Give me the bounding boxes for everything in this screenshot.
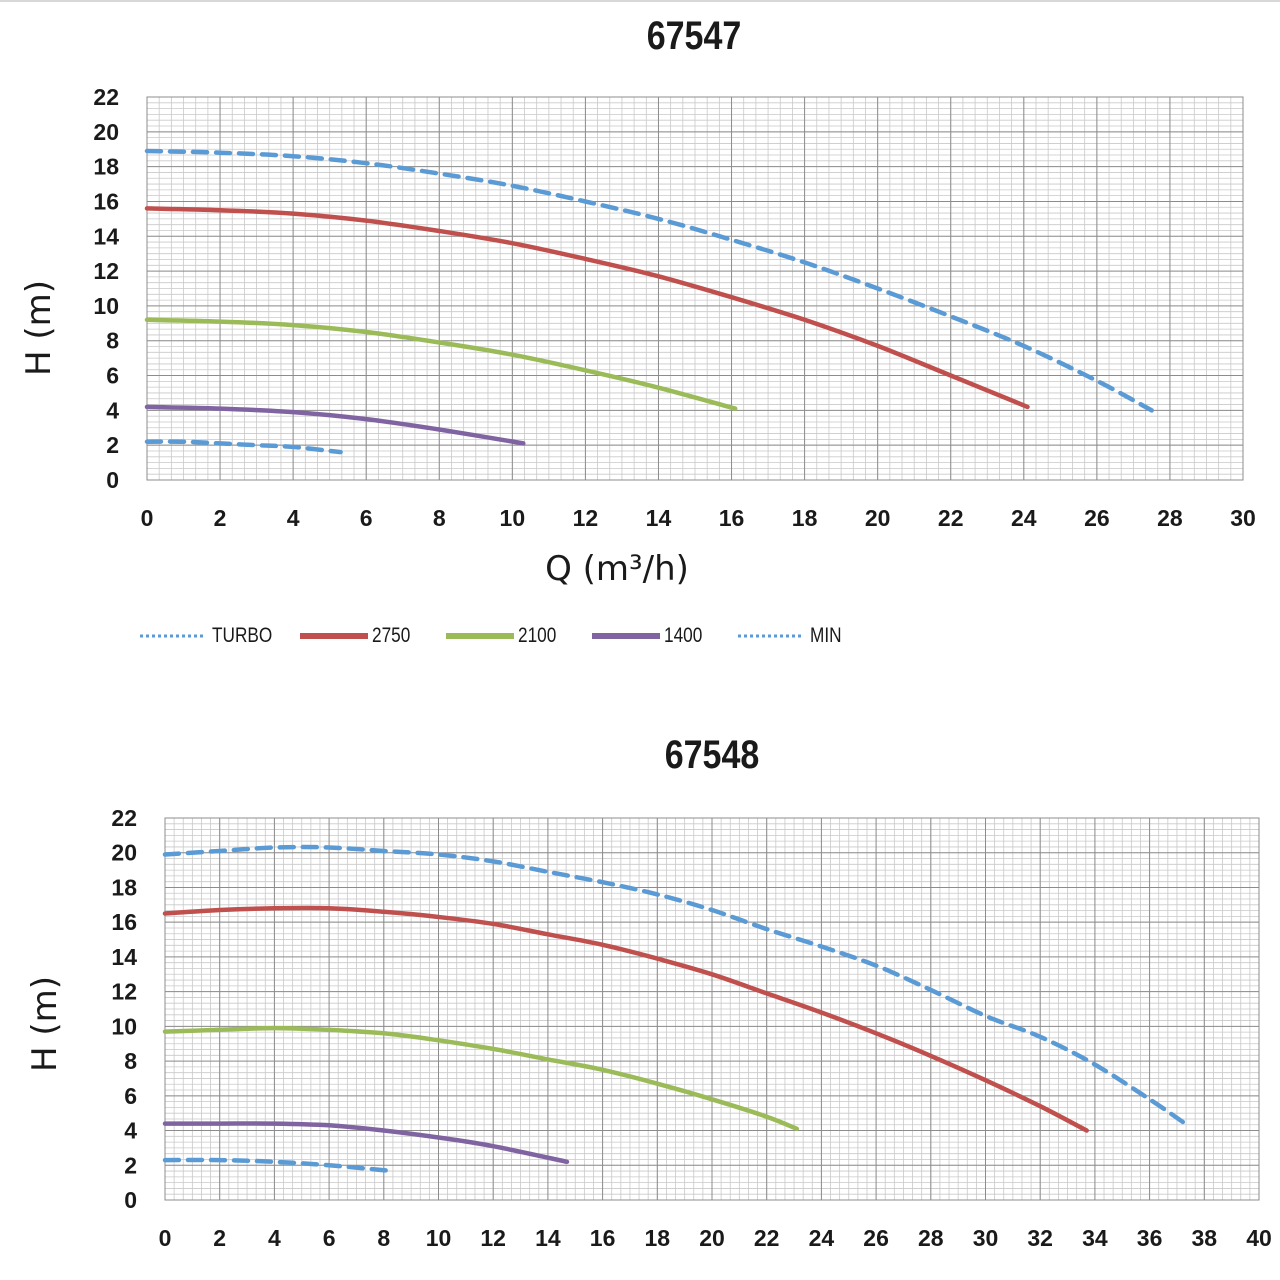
legend-swatch-1400 [592,633,660,639]
chart-2-x-tick-label: 22 [754,1225,780,1251]
chart-2-y-tick-label: 20 [111,840,137,866]
chart-1-x-tick-label: 30 [1230,505,1256,531]
chart-1-series-1400 [144,404,526,446]
chart-2-x-tick-label: 20 [699,1225,725,1251]
chart-1-x-tick-label: 6 [360,505,373,531]
chart-2-y-axis-label: H (m) [25,976,65,1072]
legend-swatch-2750 [300,633,368,639]
chart-2-x-tick-label: 28 [918,1225,944,1251]
chart-2-x-tick-label: 40 [1246,1225,1272,1251]
chart-2-y-tick-label: 2 [124,1152,137,1178]
chart-1-legend: TURBO 2750 2100 1400 MIN [130,620,890,654]
chart-2-series-1400 [162,1121,570,1165]
chart-1-series-2100 [144,317,738,411]
chart-1-y-tick-label: 18 [93,154,119,180]
chart-1-x-tick-label: 22 [938,505,964,531]
chart-1-x-tick-label: 16 [719,505,745,531]
chart-2-y-tick-label: 22 [111,805,137,831]
chart-1-y-tick-label: 6 [106,363,119,389]
chart-1-y-tick-label: 4 [106,397,119,423]
chart-1-x-tick-label: 12 [573,505,599,531]
chart-1-y-tick-label: 20 [93,119,119,145]
legend-label-1400: 1400 [664,624,703,647]
chart-1-x-axis-label: Q (m³/h) [545,549,689,589]
legend-label-min: MIN [810,624,842,647]
chart-1-plot-border [146,96,1244,481]
chart-2-y-tick-label: 12 [111,979,137,1005]
chart-2-x-tick-label: 18 [645,1225,671,1251]
chart-2-y-tick-label: 6 [124,1083,137,1109]
chart-2-x-tick-label: 38 [1192,1225,1218,1251]
chart-2-x-tick-label: 26 [863,1225,889,1251]
chart-2-x-tick-label: 16 [590,1225,616,1251]
chart-1-series-turbo [144,148,1154,413]
top-border [0,0,1280,2]
chart-2-plot: 0 2 4 6 8 10 12 14 16 18 20 22 24 26 28 30 32 34 36 38 40024… [25,805,1272,1251]
chart-1-y-tick-label: 22 [93,84,119,110]
chart-2-x-tick-label: 24 [809,1225,835,1251]
chart-1-series-min [144,439,343,455]
chart-2-y-tick-label: 18 [111,874,137,900]
chart-2-y-tick-label: 14 [111,944,137,970]
legend-label-2750: 2750 [372,624,411,647]
chart-2-series-2750 [162,905,1089,1133]
chart-1-x-tick-label: 20 [865,505,891,531]
chart-2-x-tick-label: 14 [535,1225,561,1251]
chart-2-y-tick-label: 4 [124,1118,137,1144]
chart-2-x-tick-label: 30 [973,1225,999,1251]
chart-2-y-tick-label: 16 [111,909,137,935]
legend-swatch-2100 [446,633,514,639]
chart-1-x-tick-label: 2 [214,505,227,531]
chart-1-x-tick-label: 24 [1011,505,1037,531]
chart-1-x-tick-label: 8 [433,505,446,531]
chart-2-series-min [162,1157,389,1173]
chart-2-title: 67548 [664,733,760,777]
chart-1-y-tick-label: 12 [93,258,119,284]
chart-1-y-tick-label: 0 [106,467,119,493]
chart-1-x-tick-label: 14 [646,505,672,531]
legend-label-2100: 2100 [518,624,557,647]
chart-1-x-tick-label: 10 [500,505,526,531]
legend-swatch-min [738,634,804,638]
chart-1-x-tick-label: 18 [792,505,818,531]
chart-2-x-tick-label: 2 [213,1225,226,1251]
chart-1-title: 67547 [646,14,742,58]
chart-2-x-tick-label: 4 [268,1225,281,1251]
chart-2-x-tick-label: 34 [1082,1225,1108,1251]
chart-1-x-tick-label: 0 [141,505,154,531]
chart-1-y-tick-label: 16 [93,188,119,214]
chart-1-y-tick-label: 2 [106,432,119,458]
chart-2-x-tick-label: 8 [377,1225,390,1251]
chart-2-x-tick-label: 12 [480,1225,506,1251]
chart-2-y-tick-label: 8 [124,1048,137,1074]
chart-2-series-turbo [162,844,1188,1126]
chart-2-x-tick-label: 0 [159,1225,172,1251]
chart-2-series-2100 [162,1025,800,1132]
chart-2-y-tick-label: 10 [111,1013,137,1039]
chart-1-y-tick-label: 14 [93,223,119,249]
chart-2-x-tick-label: 36 [1137,1225,1163,1251]
chart-2-x-tick-label: 10 [426,1225,452,1251]
legend-label-turbo: TURBO [212,624,273,647]
chart-1-y-tick-label: 10 [93,293,119,319]
chart-1-y-tick-label: 8 [106,328,119,354]
chart-1-x-tick-label: 4 [287,505,300,531]
chart-1-x-tick-label: 26 [1084,505,1110,531]
chart-1-plot: 0 2 4 6 8 10 12 14 16 18 20 22 24 26 28 300246810121416… [19,84,1256,589]
chart-1-x-tick-label: 28 [1157,505,1183,531]
chart-2-x-tick-label: 6 [323,1225,336,1251]
chart-2-x-tick-label: 32 [1027,1225,1053,1251]
chart-1-series-2750 [144,206,1030,410]
chart-1-y-axis-label: H (m) [19,280,59,376]
chart-2-plot-border [164,817,1260,1201]
chart-2-y-tick-label: 0 [124,1187,137,1213]
legend-swatch-turbo [140,634,206,638]
